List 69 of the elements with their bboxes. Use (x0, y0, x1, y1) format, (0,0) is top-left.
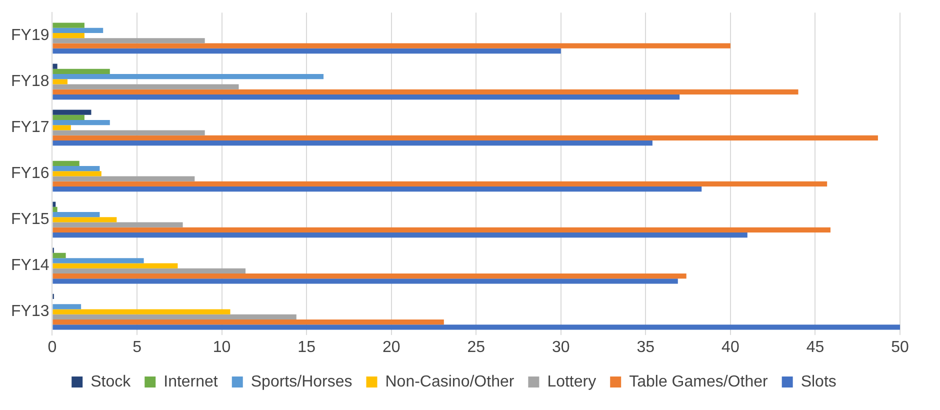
legend-label: Table Games/Other (629, 373, 768, 390)
bar (52, 319, 444, 325)
bar (52, 160, 80, 166)
bar (52, 84, 239, 90)
legend-label: Lottery (547, 373, 596, 390)
bar (52, 166, 100, 172)
bar (52, 171, 102, 176)
bar (52, 110, 92, 115)
bar (52, 212, 100, 218)
bar (52, 278, 678, 284)
bar (52, 232, 748, 238)
y-tick-label: FY16 (10, 165, 50, 182)
x-tick-label: 5 (132, 338, 142, 356)
bar (52, 186, 702, 192)
bar (52, 217, 117, 222)
bar (52, 304, 82, 310)
bar (52, 227, 830, 233)
legend-label: Slots (800, 373, 836, 390)
bar (52, 89, 798, 94)
bar (52, 33, 84, 38)
x-tick-label: 25 (467, 338, 486, 356)
bar (52, 135, 878, 140)
bar (52, 28, 104, 34)
y-tick-label: FY18 (10, 73, 50, 90)
legend-label: Internet (164, 373, 218, 390)
y-tick-label: FY13 (10, 303, 50, 320)
x-tick-label: 50 (891, 338, 909, 356)
bar (52, 252, 66, 258)
x-tick-label: 15 (298, 338, 316, 356)
bar (52, 94, 680, 100)
bar (52, 22, 84, 28)
bar (52, 140, 652, 146)
bar (52, 268, 246, 274)
bar (52, 64, 58, 69)
bar (52, 68, 110, 74)
bar (52, 79, 68, 84)
legend-label: Sports/Horses (250, 373, 352, 390)
bar (52, 74, 324, 80)
bar (52, 206, 58, 212)
bar (52, 114, 84, 120)
x-tick-label: 30 (552, 338, 570, 356)
y-tick-label: FY19 (10, 27, 50, 44)
bar (52, 258, 144, 264)
bar (52, 130, 205, 136)
bar (52, 222, 183, 228)
bar (52, 314, 296, 320)
x-tick-label: 10 (212, 338, 231, 356)
x-tick-label: 40 (722, 338, 740, 356)
bar (52, 176, 195, 182)
y-tick-label: FY15 (10, 211, 50, 228)
bar (52, 263, 178, 268)
y-tick-label: FY17 (10, 119, 50, 136)
x-tick-label: 20 (382, 338, 400, 356)
legend-label: Non-Casino/Other (385, 373, 515, 390)
x-tick-label: 35 (636, 338, 655, 356)
legend-label: Stock (90, 373, 132, 390)
bar (52, 181, 828, 187)
x-tick-label: 0 (48, 338, 57, 356)
bar (52, 43, 730, 48)
bar (52, 48, 561, 54)
bar (52, 38, 205, 44)
bar (52, 125, 71, 130)
y-tick-label: FY14 (10, 257, 50, 274)
x-tick-label: 45 (806, 338, 824, 356)
bar (52, 273, 686, 279)
bar (52, 324, 900, 330)
bar (52, 309, 230, 314)
bar (52, 202, 56, 207)
bar (52, 120, 110, 126)
